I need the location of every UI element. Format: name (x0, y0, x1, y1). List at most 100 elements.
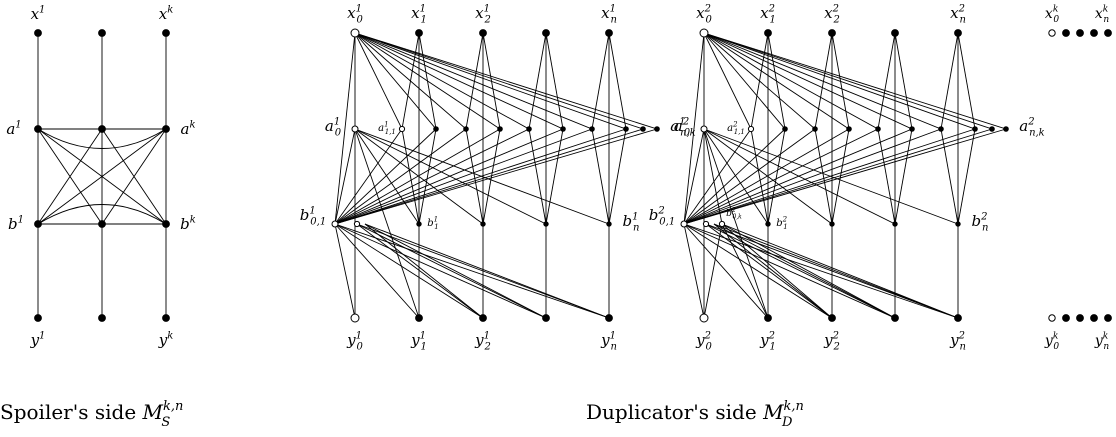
label-a11: a1 1,1 (378, 121, 396, 137)
label-a0: a2 0 (674, 116, 691, 138)
fan-edge (356, 223, 610, 319)
label-y2: y1 2 (474, 330, 491, 352)
vertex (162, 29, 170, 37)
label-b0k: b2 0,k (726, 207, 742, 221)
vertex-b01 (331, 220, 339, 228)
fan-edge (334, 223, 610, 319)
vertex (654, 126, 660, 132)
vertex (605, 314, 613, 322)
vertex (954, 314, 962, 322)
label-a11: a2 1,1 (727, 121, 745, 137)
fan-edge (356, 223, 547, 319)
fan-edge (334, 128, 593, 225)
fan-edge (703, 32, 816, 130)
edge (683, 128, 705, 225)
fan-edge (354, 32, 437, 130)
fan-edge (334, 128, 437, 225)
label-a1: a1 (6, 119, 21, 138)
fan-edge (354, 32, 564, 130)
vertex (1003, 126, 1009, 132)
label-ank: a1 n,k (670, 116, 696, 138)
fan-edge (703, 32, 879, 130)
edge (401, 128, 420, 225)
vertex-y0 (699, 313, 709, 323)
graph-vertices (34, 28, 1112, 323)
fan-edge (354, 128, 547, 225)
vertex (1104, 29, 1112, 37)
vertex (1090, 29, 1098, 37)
fan-edge (683, 128, 816, 225)
fan-edge (683, 128, 1007, 225)
vertex (34, 314, 42, 322)
fan-edge (703, 32, 993, 130)
fan-edge (721, 223, 896, 319)
label-ak: ak (180, 119, 195, 138)
captions: Spoiler's side Mk,n S Duplicator's side M… (0, 399, 804, 430)
vertex (891, 29, 899, 37)
fan-edge (703, 32, 752, 130)
edge (703, 128, 769, 319)
vertex (479, 29, 487, 37)
fan-edge (334, 128, 403, 225)
label-xn: x2 n (950, 3, 966, 25)
vertex (989, 126, 995, 132)
label-x2: x1 2 (475, 3, 491, 25)
fan-edge (721, 223, 833, 319)
fan-edge (683, 223, 833, 319)
fan-edge (354, 128, 610, 225)
edge (894, 128, 913, 225)
vertex (416, 221, 422, 227)
fan-edge (683, 128, 913, 225)
fan-edge (354, 32, 627, 130)
fan-edge (364, 223, 484, 319)
label-xkn: xk n (1095, 5, 1109, 26)
vertex-b0 (353, 220, 361, 228)
vertex (875, 126, 881, 132)
edge (894, 32, 913, 130)
fan-edge (703, 32, 786, 130)
vertex (909, 126, 915, 132)
vertex (34, 220, 42, 228)
label-bk: bk (180, 214, 196, 233)
label-a0: a1 0 (325, 116, 342, 138)
vertex (1076, 29, 1084, 37)
duplicator-caption: Duplicator's side Mk,n D (586, 399, 804, 430)
fan-edge (683, 128, 752, 225)
fan-edge (356, 223, 484, 319)
vertex (605, 29, 613, 37)
fan-edge (683, 128, 993, 225)
edge (334, 128, 356, 225)
edge (957, 32, 976, 130)
fan-edge (683, 128, 879, 225)
vertex-a0 (700, 125, 708, 133)
fan-edge (713, 223, 959, 319)
label-b01: b1 0,1 (300, 205, 326, 227)
spoiler-caption: Spoiler's side Mk,n S (0, 399, 183, 430)
edge (750, 128, 769, 225)
vertex (543, 221, 549, 227)
fan-edge (705, 223, 896, 319)
fan-edge (703, 32, 913, 130)
edge (703, 128, 723, 225)
fan-edge (334, 128, 564, 225)
fan-edge (713, 223, 896, 319)
vertex (1048, 314, 1056, 322)
vertex (846, 126, 852, 132)
vertex (892, 221, 898, 227)
fan-edge (334, 223, 356, 319)
vertex (526, 126, 532, 132)
vertex (782, 126, 788, 132)
vertex (497, 126, 503, 132)
vertex (415, 29, 423, 37)
label-bn: b2 n (972, 211, 989, 233)
label-y0: y2 0 (695, 330, 712, 352)
fan-edge (705, 223, 959, 319)
label-yn: y1 n (600, 330, 617, 352)
vertex (98, 29, 106, 37)
vertex (954, 29, 962, 37)
label-ykn: yk n (1094, 332, 1109, 353)
vertex (1062, 29, 1070, 37)
fan-edge (354, 32, 530, 130)
fan-edge (721, 223, 959, 319)
